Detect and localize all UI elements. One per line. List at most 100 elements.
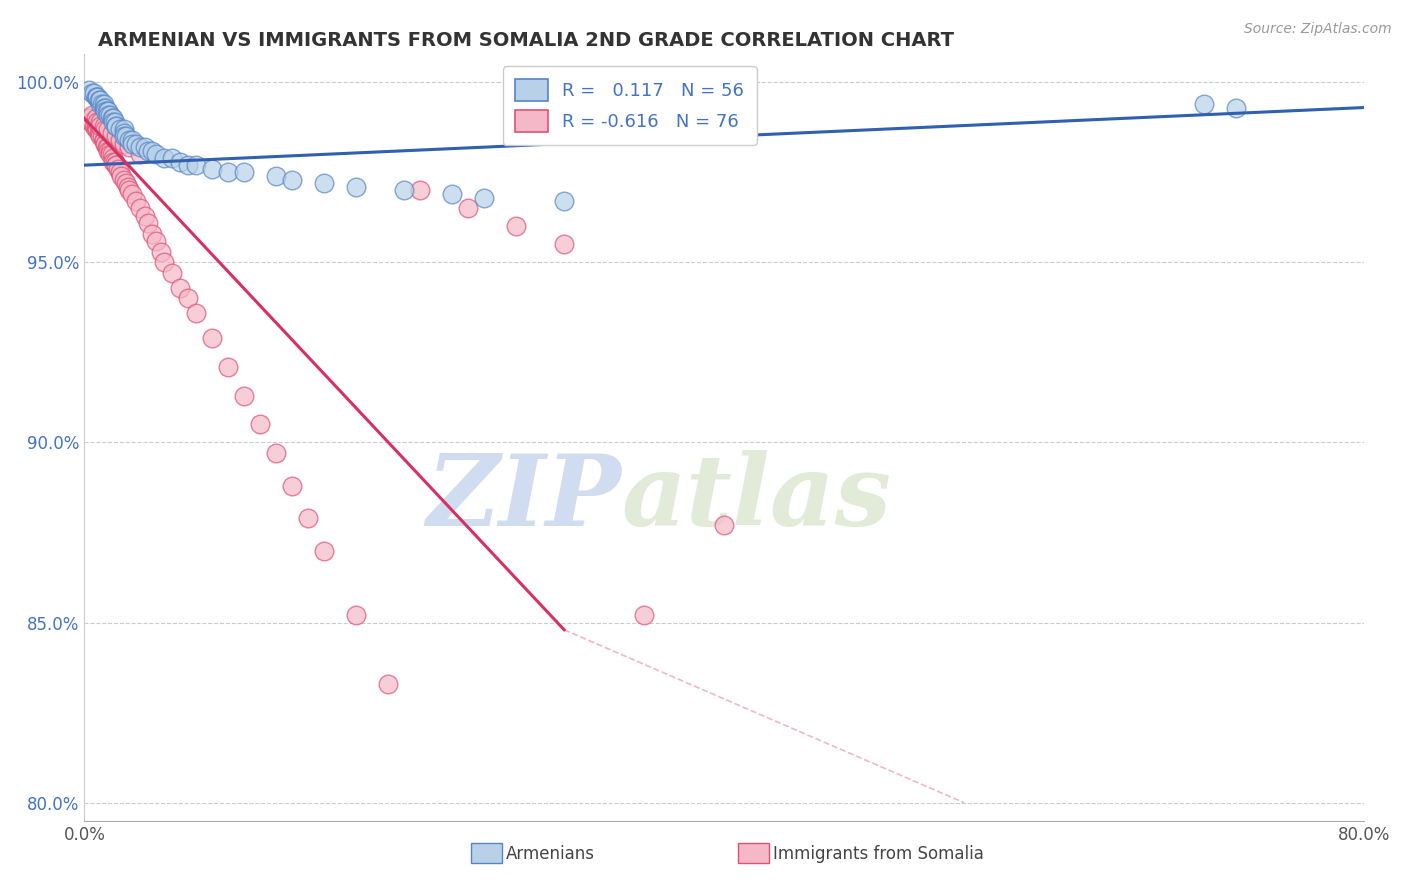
Point (108, 165, 131, 179)
Text: ARMENIAN VS IMMIGRANTS FROM SOMALIA 2ND GRADE CORRELATION CHART: ARMENIAN VS IMMIGRANTS FROM SOMALIA 2ND … (98, 31, 955, 50)
Point (314, 543, 336, 558)
Point (153, 151, 176, 165)
Point (96, 104, 118, 119)
Point (89, 93, 111, 107)
Point (86, 89, 108, 103)
Point (105, 119, 128, 133)
Text: Immigrants from Somalia: Immigrants from Somalia (773, 845, 984, 863)
Point (91, 97, 114, 112)
Point (441, 186, 464, 201)
Point (409, 183, 432, 197)
Point (80, 115, 103, 129)
Point (87, 126, 110, 140)
Point (97, 108, 120, 122)
Point (108, 122, 131, 136)
Point (297, 511, 319, 525)
Point (101, 154, 124, 169)
Point (82, 86, 104, 100)
Point (94, 136, 117, 151)
Point (115, 176, 138, 190)
Point (82, 108, 104, 122)
Point (112, 122, 135, 136)
Point (233, 165, 256, 179)
Point (83, 86, 105, 100)
Point (129, 202, 152, 216)
Point (344, 608, 367, 623)
Point (108, 133, 131, 147)
Point (264, 446, 288, 460)
Point (86, 122, 108, 136)
Point (472, 191, 495, 205)
Text: Armenians: Armenians (506, 845, 595, 863)
Point (98, 108, 121, 122)
Point (112, 136, 135, 151)
Point (83, 119, 105, 133)
Point (93, 133, 115, 147)
Point (84, 89, 107, 103)
Point (344, 179, 367, 194)
Point (93, 119, 115, 133)
Point (118, 133, 141, 147)
Point (134, 140, 156, 154)
Point (124, 194, 146, 209)
Point (217, 165, 239, 179)
Point (98, 147, 121, 161)
Point (134, 209, 156, 223)
Point (281, 172, 304, 186)
Point (87, 93, 110, 107)
Point (97, 140, 120, 154)
Point (101, 112, 124, 126)
Point (91, 129, 114, 144)
Point (162, 151, 184, 165)
Point (118, 140, 141, 154)
Point (97, 144, 120, 158)
Point (264, 169, 288, 183)
Point (150, 244, 173, 259)
Point (89, 115, 111, 129)
Y-axis label: 2nd Grade: 2nd Grade (0, 393, 6, 481)
Point (93, 101, 115, 115)
Text: atlas: atlas (621, 450, 891, 547)
Point (86, 115, 108, 129)
Point (138, 144, 160, 158)
Point (118, 183, 141, 197)
Point (169, 154, 191, 169)
Point (138, 216, 160, 230)
Point (217, 359, 239, 374)
Point (77, 112, 100, 126)
Point (84, 112, 107, 126)
Point (186, 158, 208, 172)
Point (186, 306, 208, 320)
Point (89, 119, 111, 133)
Point (86, 89, 108, 103)
Point (121, 133, 143, 147)
Point (112, 126, 135, 140)
Point (233, 389, 256, 403)
Point (89, 129, 111, 144)
Point (169, 280, 191, 294)
Point (93, 97, 115, 112)
Point (105, 158, 128, 172)
Point (162, 266, 184, 280)
Point (104, 115, 127, 129)
Point (141, 144, 163, 158)
Text: Source: ZipAtlas.com: Source: ZipAtlas.com (1244, 22, 1392, 37)
Point (121, 186, 143, 201)
Point (97, 122, 120, 136)
Point (117, 179, 139, 194)
Point (107, 161, 129, 176)
Point (82, 115, 104, 129)
Point (84, 122, 107, 136)
Point (100, 112, 122, 126)
Point (177, 158, 200, 172)
Point (93, 133, 115, 147)
Point (94, 104, 117, 119)
Point (115, 129, 138, 144)
Point (100, 126, 122, 140)
Point (84, 119, 107, 133)
Point (633, 608, 655, 623)
Point (377, 677, 399, 691)
Point (112, 129, 135, 144)
Point (89, 126, 111, 140)
Point (110, 169, 132, 183)
